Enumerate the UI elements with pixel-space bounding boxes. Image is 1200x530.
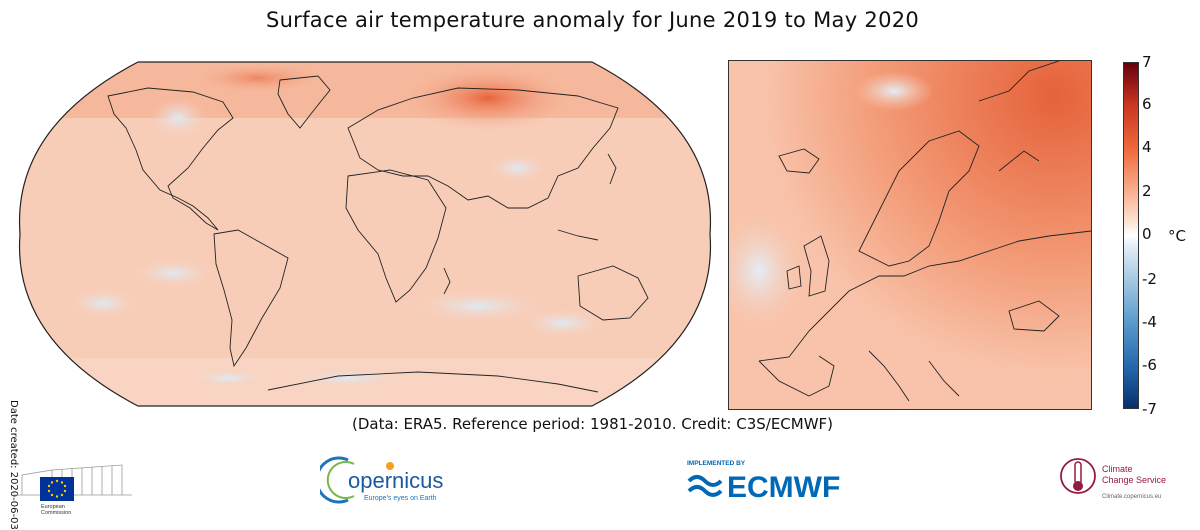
- colorbar-tick-label: 2: [1142, 182, 1152, 200]
- global-anomaly-map: [18, 61, 712, 407]
- colorbar-tick-label: -6: [1142, 356, 1157, 374]
- colorbar-tick-label: 4: [1142, 138, 1152, 156]
- c3s-tagline: Climate.copernicus.eu: [1102, 494, 1161, 500]
- temperature-colorbar: [1123, 62, 1139, 409]
- european-commission-logo: European Commission: [12, 464, 132, 516]
- credit-line: (Data: ERA5. Reference period: 1981-2010…: [351, 415, 834, 433]
- colorbar-tick-label: 0: [1142, 225, 1152, 243]
- copernicus-wordmark: opernicus: [348, 468, 443, 493]
- colorbar-tick-label: -4: [1142, 313, 1157, 331]
- chart-title: Surface air temperature anomaly for June…: [265, 8, 920, 32]
- colorbar-tick-label: 6: [1142, 95, 1152, 113]
- climate-change-service-logo: Climate Change Service Climate.copernicu…: [1060, 458, 1166, 500]
- colorbar-tick-label: -2: [1142, 270, 1157, 288]
- c3s-line-1: Climate: [1102, 464, 1133, 474]
- eu-logo-text-1: European: [41, 504, 65, 510]
- europe-anomaly-map: [728, 60, 1092, 410]
- europe-map-graphic: [729, 61, 1091, 409]
- colorbar-unit-label: °C: [1168, 227, 1186, 245]
- colorbar-tick-label: 7: [1142, 53, 1152, 71]
- ecmwf-logo: IMPLEMENTED BY ECMWF: [687, 460, 840, 503]
- ecmwf-implemented-by: IMPLEMENTED BY: [687, 460, 746, 467]
- colorbar-tick-label: -7: [1142, 400, 1157, 418]
- eu-logo-text-2: Commission: [41, 510, 71, 516]
- c3s-line-2: Change Service: [1102, 475, 1166, 485]
- copernicus-logo: opernicus Europe's eyes on Earth: [320, 456, 443, 504]
- copernicus-tagline: Europe's eyes on Earth: [364, 495, 437, 502]
- ecmwf-wordmark: ECMWF: [727, 471, 840, 503]
